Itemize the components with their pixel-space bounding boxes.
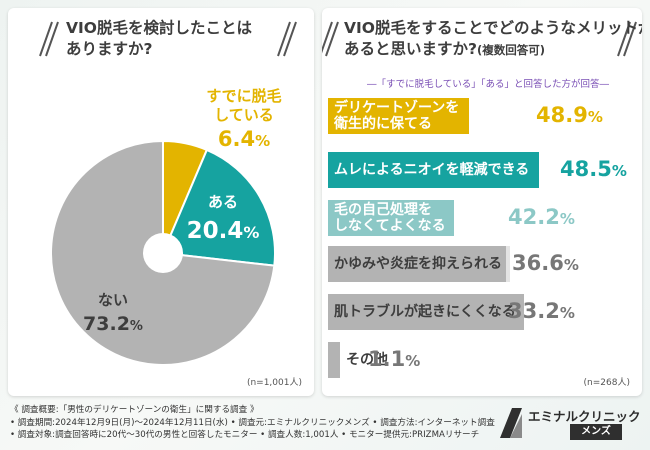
bar-question-title: VIO脱毛をすることでどのようなメリットが あると思いますか?(複数回答可) xyxy=(344,19,642,58)
logo-mark-icon xyxy=(500,408,522,438)
survey-overview: 《 調査概要:「男性のデリケートゾーンの衛生」に関する調査 》 • 調査期間:2… xyxy=(10,405,495,440)
bar-label: その他 xyxy=(346,352,388,368)
pie-chart: すでに脱毛している 6.4% ある 20.4% ない 73.2% xyxy=(50,87,282,366)
pie-slice xyxy=(161,148,276,267)
bar-value: 1.1% xyxy=(368,347,421,371)
diagonal-stripes-decoration xyxy=(39,21,59,57)
pie-slice-percent: 6.4% xyxy=(218,127,270,151)
bar-5: 肌トラブルが起きにくくなる xyxy=(328,294,524,330)
pie-slice-label: ない xyxy=(98,291,128,309)
bar-6: その他 xyxy=(328,342,394,378)
pie-sample-size: (n=1,001人) xyxy=(246,378,302,388)
pie-center-hole xyxy=(143,233,183,273)
bar-label: 肌トラブルが起きにくくなる xyxy=(334,304,516,320)
bar-3: 毛の自己処理を しなくてよくなる xyxy=(328,200,454,236)
bar-sample-size: (n=268人) xyxy=(583,378,630,388)
bar-label: かゆみや炎症を抑えられる xyxy=(334,256,502,272)
pie-panel: VIO脱毛を検討したことは ありますか? すでに脱毛 している 6.4% ある 20.4… xyxy=(8,8,314,396)
diagonal-stripes-decoration xyxy=(277,21,297,57)
bar-value: 48.9% xyxy=(536,103,603,127)
bar-label: しなくてよくなる xyxy=(334,218,446,234)
pie-slice-percent: 20.4% xyxy=(187,218,260,244)
bar-2: ムレによるニオイを軽減できる xyxy=(328,152,540,188)
bar-value: 33.2% xyxy=(508,299,575,323)
bar-label: デリケートゾーンを xyxy=(334,100,460,116)
pie-slice-percent: 73.2% xyxy=(83,313,143,335)
bar-label: 衛生的に保てる xyxy=(334,116,432,132)
respondent-note: ―「すでに脱毛している」「ある」と回答した方が回答― xyxy=(366,79,610,90)
bar-value: 48.5% xyxy=(560,157,627,181)
diagonal-stripes-decoration xyxy=(322,21,339,57)
pie-slice-label: している xyxy=(214,106,274,124)
clinic-logo: エミナルクリニック メンズ xyxy=(498,404,644,442)
bar-4: かゆみや炎症を抑えられる xyxy=(328,246,510,282)
bar-value: 42.2% xyxy=(508,205,575,229)
bar-label: 毛の自己処理を xyxy=(334,202,432,218)
bar-panel: VIO脱毛をすることでどのようなメリットが あると思いますか?(複数回答可) ―… xyxy=(322,8,642,396)
logo-name: エミナルクリニック xyxy=(528,409,641,424)
bar-value: 36.6% xyxy=(512,251,579,275)
diagonal-stripes-decoration xyxy=(617,21,637,57)
pie-question-title: VIO脱毛を検討したことは ありますか? xyxy=(66,19,252,58)
bar-label: ムレによるニオイを軽減できる xyxy=(334,162,530,178)
pie-slice-label: すでに脱毛 xyxy=(206,87,281,105)
bar-1: デリケートゾーンを 衛生的に保てる xyxy=(328,98,470,134)
pie-slice-label: ある xyxy=(208,193,238,211)
logo-sub: メンズ xyxy=(570,424,622,440)
